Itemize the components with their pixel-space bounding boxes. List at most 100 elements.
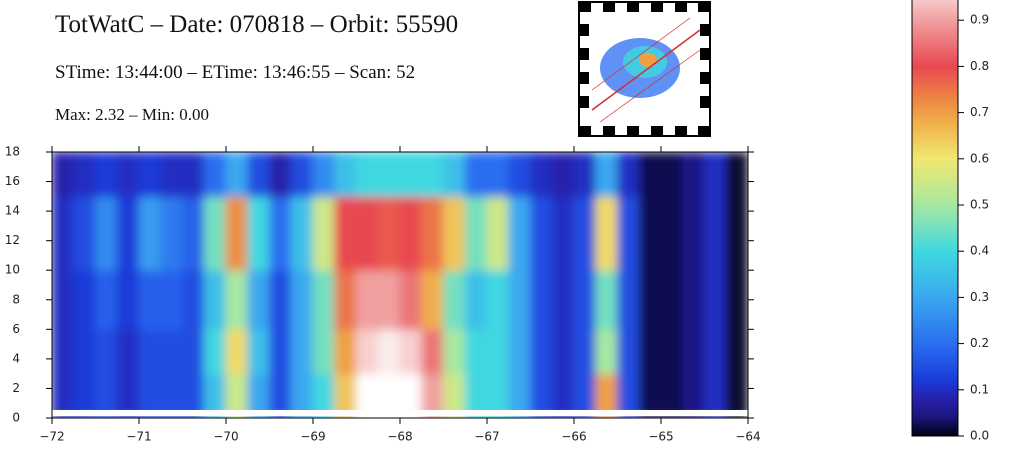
cell [508,328,531,375]
cell [377,269,401,330]
x-tick-label: −65 [648,430,673,444]
colorbar-tick-label: 0.8 [970,59,989,73]
cell [312,373,336,418]
cell [312,269,336,330]
cell [312,152,336,197]
x-tick-label: −70 [213,430,238,444]
cell [269,373,292,418]
cell [116,269,140,330]
cell [617,373,640,418]
cell [377,328,401,375]
x-tick-label: −66 [561,430,586,444]
cell [595,152,618,197]
cell [225,152,249,197]
contour-field [52,152,748,418]
cell [595,328,618,375]
cell [290,269,314,330]
cell [356,195,379,271]
cell [182,269,205,330]
cell [617,152,640,197]
cell [682,269,705,330]
cell [312,328,336,375]
cell [704,328,727,375]
y-tick-label: 12 [5,233,20,247]
cell [290,373,314,418]
cell [464,373,488,418]
cell [443,269,466,330]
cell [334,195,357,271]
cell [530,152,553,197]
cell [464,269,488,330]
cell [247,269,270,330]
cell [573,373,597,418]
cell [160,373,183,418]
cell [573,328,597,375]
cell [203,269,227,330]
y-tick-label: 10 [5,263,20,277]
cell [116,195,140,271]
cell [573,152,597,197]
cell [290,328,314,375]
cell [52,152,75,197]
y-tick-label: 6 [12,322,20,336]
y-tick-label: 0 [12,411,20,425]
cell [334,373,357,418]
cell [399,373,423,418]
colorbar-tick-label: 0.5 [970,198,989,212]
cell [247,152,270,197]
cell [356,152,379,197]
cell [247,328,270,375]
cell [725,328,748,375]
cell [247,373,270,418]
cell [138,328,162,375]
cell [116,373,140,418]
cell [725,269,748,330]
x-tick-label: −69 [300,430,325,444]
colorbar-tick-label: 0.4 [970,244,989,258]
cell [377,152,401,197]
cell [116,328,140,375]
stats-note: Max: 2.32 – Min: 0.00 [55,105,209,124]
chart-title: TotWatC – Date: 070818 – Orbit: 55590 [55,11,458,38]
colorbar-tick-label: 0.2 [970,336,989,350]
cell [508,373,531,418]
cell [203,373,227,418]
cell [73,328,96,375]
x-tick-label: −68 [387,430,412,444]
cell [486,195,510,271]
cells [52,152,748,418]
cell [269,152,292,197]
cell [638,269,662,330]
cell [334,328,357,375]
cell [399,152,423,197]
y-tick-label: 8 [12,292,20,306]
cell [225,328,249,375]
cell [595,195,618,271]
colorbar-tick-label: 0.1 [970,382,989,396]
cell [443,195,466,271]
cell [160,195,183,271]
surface-strip [52,410,748,416]
cell [551,269,575,330]
cell [356,373,379,418]
y-tick-label: 2 [12,381,20,395]
cell [595,373,618,418]
cell [551,373,575,418]
cell [356,328,379,375]
cell [595,269,618,330]
cell [95,269,118,330]
cell [725,373,748,418]
cell [508,152,531,197]
cell [508,269,531,330]
cell [551,152,575,197]
cell [660,328,684,375]
cell [486,373,510,418]
cell [660,152,684,197]
cell [182,373,205,418]
cell [225,195,249,271]
chart-subtitle: STime: 13:44:00 – ETime: 13:46:55 – Scan… [55,62,415,83]
cell [530,373,553,418]
cell [290,152,314,197]
cell [312,195,336,271]
